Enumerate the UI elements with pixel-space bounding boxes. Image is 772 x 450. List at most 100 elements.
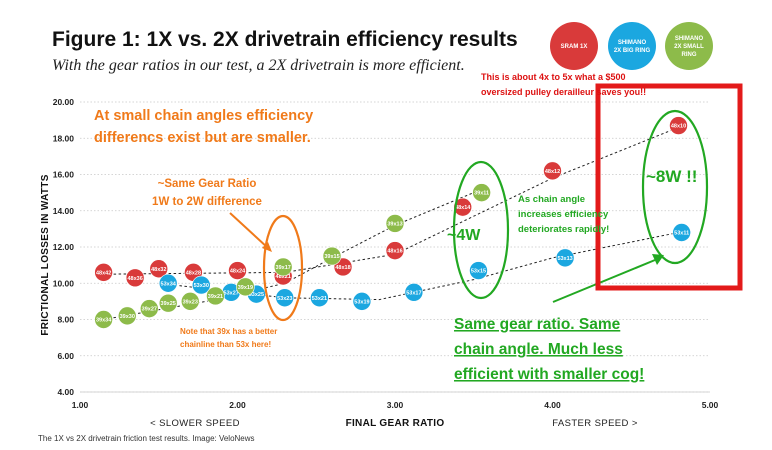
red-highlight-box: [595, 83, 743, 291]
data-point: 39x15: [322, 246, 342, 266]
green-mid-line-3: deteriorates rapidly!: [518, 224, 609, 235]
legend-marker: [608, 22, 656, 70]
orange-top-annotation: At small chain angles efficiency differe…: [94, 108, 313, 146]
data-point: 53x23: [275, 288, 295, 308]
data-point-label: 48x24: [230, 269, 246, 275]
y-tick-label: 10.00: [53, 278, 75, 288]
data-point: 53x13: [555, 248, 575, 268]
green-arrow-line: [552, 259, 656, 303]
legend: SRAM 1X SHIMANO 2X BIG RING SHIMANO 2X SMALL…: [550, 22, 713, 70]
data-point-marker: [322, 246, 342, 266]
legend-label: SHIMANO: [618, 40, 647, 46]
trend-line: [174, 232, 679, 301]
green-mid-line-1: As chain angle: [518, 194, 585, 205]
data-point: 39x19: [236, 277, 255, 297]
data-point: 53x17: [404, 283, 424, 302]
data-point-label: 48x10: [671, 124, 686, 130]
trend-line: [103, 126, 679, 275]
y-tick-label: 20.00: [53, 97, 75, 107]
data-point-label: 39x27: [142, 307, 157, 313]
data-point: 48x12: [543, 161, 562, 181]
data-point-label: 39x21: [208, 294, 223, 300]
data-point-label: 53x23: [277, 296, 292, 302]
data-point-marker: [236, 277, 255, 297]
data-point: 48x14: [453, 197, 473, 217]
data-point: 39x30: [117, 306, 137, 326]
data-point-marker: [273, 257, 293, 277]
data-point-marker: [206, 286, 225, 306]
faster-speed-label: FASTER SPEED >: [552, 418, 638, 429]
data-point: 48x42: [94, 263, 113, 282]
data-point-marker: [385, 241, 405, 260]
data-point-label: 39x11: [474, 191, 489, 197]
data-point: 39x27: [140, 299, 159, 318]
x-tick-label: 5.00: [702, 400, 719, 410]
y-tick-label: 18.00: [53, 133, 75, 143]
data-point: 53x34: [158, 273, 178, 293]
data-point-marker: [352, 292, 372, 311]
data-point-marker: [404, 283, 424, 302]
data-point-marker: [117, 306, 137, 326]
green-bottom-annotation: Same gear ratio. Same chain angle. Much …: [454, 316, 644, 383]
x-ticks: 1.00 2.00 3.00 4.00 5.00: [72, 400, 719, 410]
data-point-marker: [543, 161, 562, 181]
orange-mid-annotation: ~Same Gear Ratio 1W to 2W difference: [152, 178, 262, 208]
slower-speed-label: < SLOWER SPEED: [150, 418, 240, 429]
figure-subtitle: With the gear ratios in our test, a 2X d…: [52, 57, 465, 74]
y-tick-label: 4.00: [57, 387, 74, 397]
orange-mid-line-2: 1W to 2W difference: [152, 196, 262, 208]
red-top-line-1: This is about 4x to 5x what a $500: [481, 72, 626, 82]
green-ellipse-4w: [452, 160, 510, 300]
data-point-label: 39x23: [183, 299, 198, 305]
data-point-label: 48x42: [96, 270, 111, 276]
red-top-annotation: This is about 4x to 5x what a $500 overs…: [481, 72, 646, 97]
x-tick-label: 3.00: [387, 400, 404, 410]
data-point: 53x19: [352, 292, 372, 311]
x-tick-label: 4.00: [544, 400, 561, 410]
legend-label: 2X SMALL: [674, 44, 704, 50]
orange-arrow-head: [262, 242, 272, 252]
data-point-marker: [310, 288, 329, 308]
annotation-shapes: [229, 83, 743, 322]
data-point-label: 39x13: [387, 221, 402, 227]
data-point-label: 48x32: [151, 267, 166, 273]
data-point: 53x30: [191, 275, 211, 295]
orange-note-annotation: Note that 39x has a better chainline tha…: [180, 327, 277, 349]
x-tick-label: 2.00: [229, 400, 246, 410]
data-point: 53x15: [469, 261, 488, 280]
data-point-marker: [672, 223, 691, 242]
data-point-marker: [555, 248, 575, 268]
data-point-label: 48x16: [387, 249, 402, 255]
data-point: 39x17: [273, 257, 293, 277]
data-point-label: 53x25: [249, 292, 264, 298]
data-point-marker: [228, 261, 247, 280]
data-point-marker: [94, 263, 113, 282]
orange-note-line-1: Note that 39x has a better: [180, 327, 277, 336]
orange-note-line-2: chainline than 53x here!: [180, 340, 271, 349]
data-point-label: 39x15: [324, 254, 339, 260]
data-point-label: 53x30: [194, 283, 209, 289]
y-tick-label: 14.00: [53, 206, 75, 216]
legend-label: 2X BIG RING: [614, 48, 651, 54]
data-point-label: 39x34: [96, 318, 112, 324]
y-ticks: 4.00 6.00 8.00 10.00 12.00 14.00 16.00 18.00 20.…: [53, 97, 75, 397]
data-point-marker: [158, 293, 178, 313]
data-point: 39x23: [180, 292, 200, 311]
y-tick-label: 8.00: [57, 315, 74, 325]
data-point-label: 53x17: [406, 290, 421, 296]
data-point-marker: [125, 268, 145, 288]
orange-top-line-1: At small chain angles efficiency: [94, 108, 313, 124]
data-point: 48x36: [125, 268, 145, 288]
data-point-marker: [180, 292, 200, 311]
data-point: 48x32: [149, 259, 169, 279]
legend-label: RING: [682, 52, 697, 58]
data-point-label: 53x34: [161, 281, 177, 287]
legend-marker: [550, 22, 598, 70]
data-point-marker: [469, 261, 488, 280]
data-point: 39x13: [385, 214, 405, 233]
green-mid-line-2: increases efficiency: [518, 209, 609, 220]
data-point: 39x25: [158, 293, 178, 313]
green-4w-label: ~4W: [447, 227, 481, 244]
